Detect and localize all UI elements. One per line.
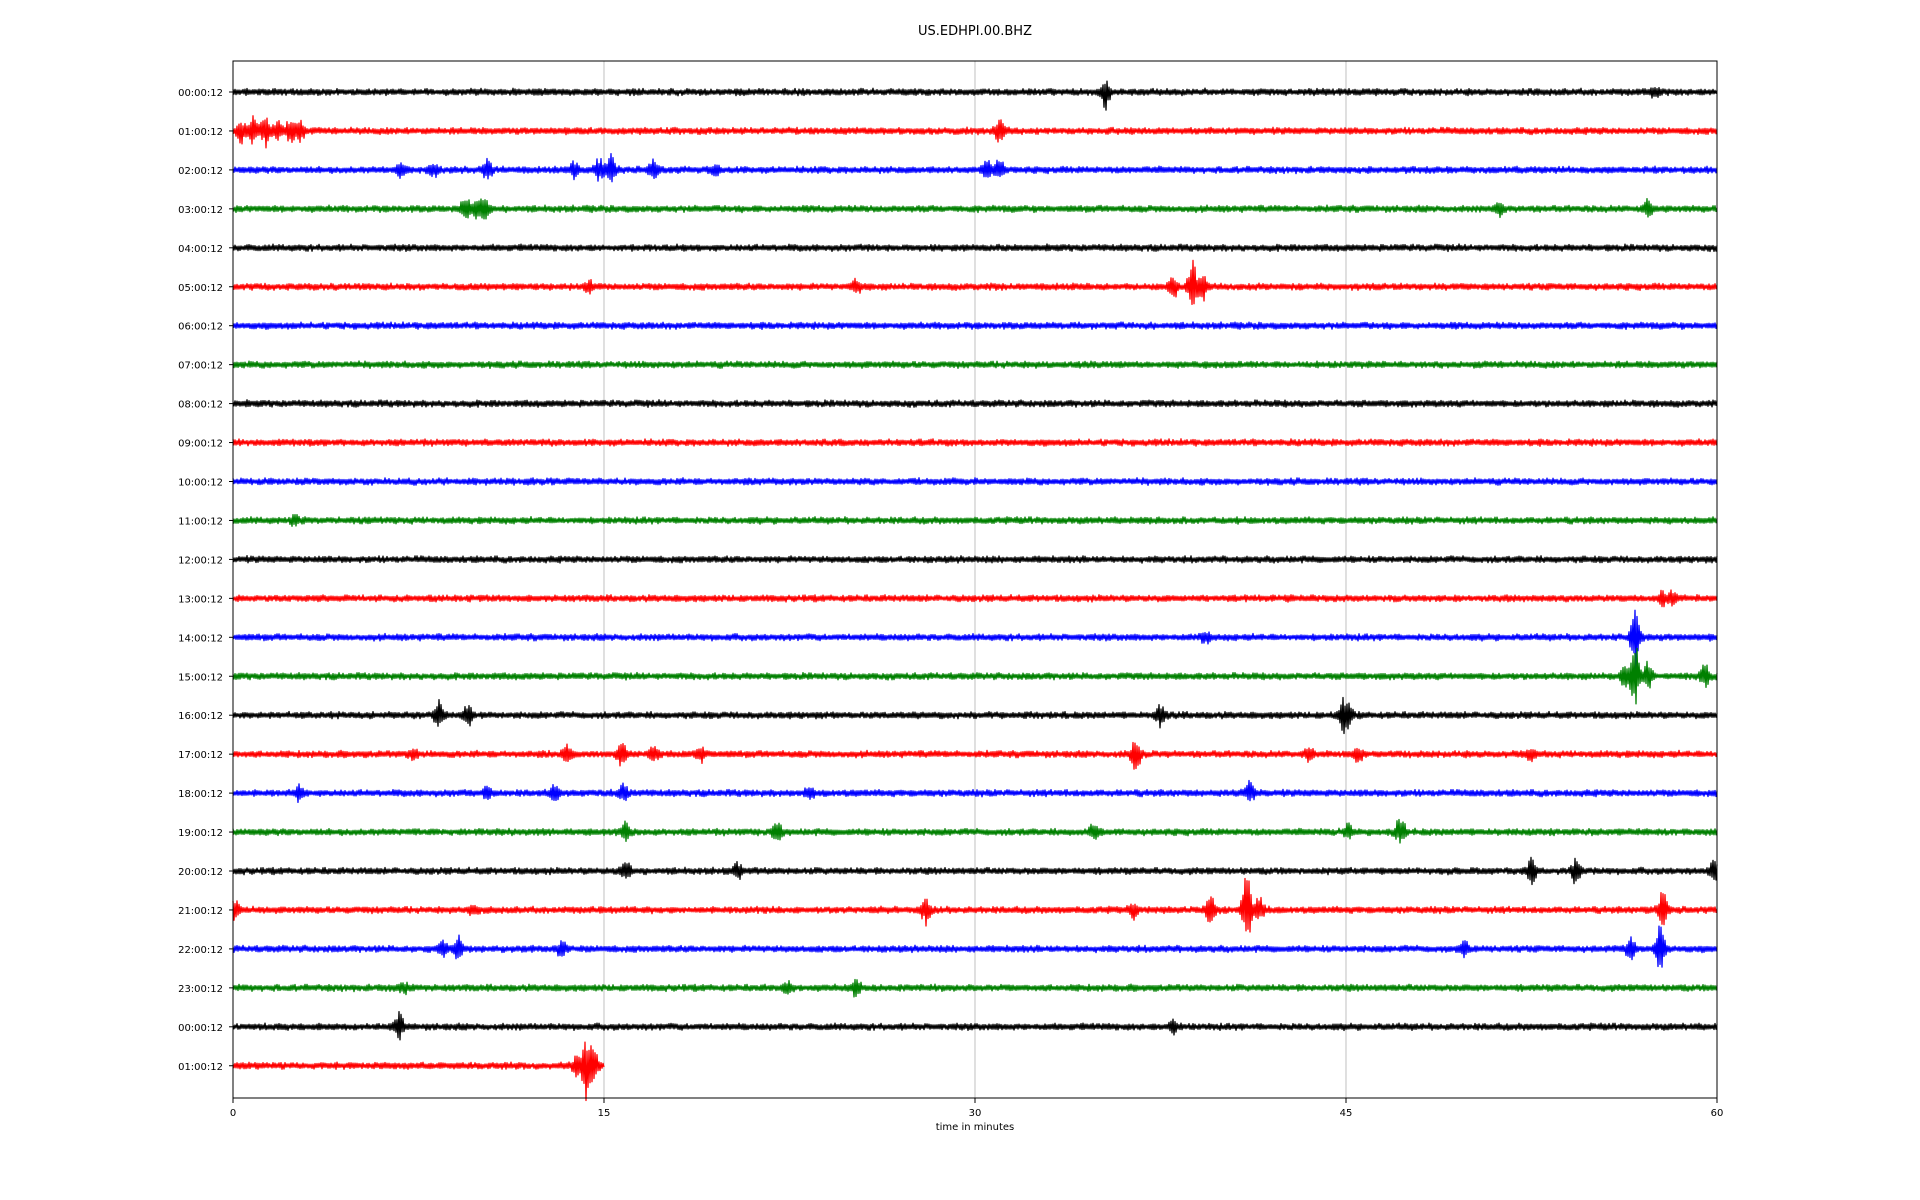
trace-row-18 bbox=[232, 779, 1718, 804]
trace-row-6 bbox=[232, 321, 1718, 331]
chart-title: US.EDHPI.00.BHZ bbox=[918, 24, 1032, 39]
row-label-20: 20:00:12 bbox=[178, 867, 223, 878]
trace-row-25 bbox=[232, 1041, 605, 1102]
x-tick-label-2: 30 bbox=[969, 1108, 982, 1119]
x-tick-label-4: 60 bbox=[1711, 1108, 1724, 1119]
row-label-6: 06:00:12 bbox=[178, 322, 223, 333]
trace-row-3 bbox=[232, 197, 1718, 220]
trace-row-16 bbox=[232, 696, 1718, 735]
trace-row-15 bbox=[232, 647, 1718, 705]
trace-row-1 bbox=[232, 115, 1718, 149]
row-label-9: 09:00:12 bbox=[178, 439, 223, 450]
row-label-14: 14:00:12 bbox=[178, 633, 223, 644]
row-label-13: 13:00:12 bbox=[178, 594, 223, 605]
trace-row-22 bbox=[232, 925, 1718, 968]
row-label-18: 18:00:12 bbox=[178, 789, 223, 800]
trace-row-21 bbox=[232, 877, 1718, 933]
row-label-21: 21:00:12 bbox=[178, 906, 223, 917]
x-axis-ticks: 0 15 30 45 60 bbox=[230, 1098, 1724, 1119]
row-label-7: 07:00:12 bbox=[178, 361, 223, 372]
x-tick-label-3: 45 bbox=[1340, 1108, 1353, 1119]
trace-row-4 bbox=[232, 243, 1718, 253]
seismic-traces bbox=[232, 80, 1718, 1102]
row-label-15: 15:00:12 bbox=[178, 672, 223, 683]
trace-row-23 bbox=[232, 978, 1718, 998]
row-label-22: 22:00:12 bbox=[178, 945, 223, 956]
row-time-labels: 00:00:12 01:00:12 02:00:12 03:00:12 04:00:12… bbox=[178, 88, 233, 1073]
trace-row-20 bbox=[232, 856, 1718, 886]
row-label-24: 00:00:12 bbox=[178, 1023, 223, 1034]
x-axis-label: time in minutes bbox=[936, 1122, 1015, 1133]
row-label-23: 23:00:12 bbox=[178, 984, 223, 995]
trace-row-7 bbox=[232, 360, 1718, 370]
trace-row-10 bbox=[232, 477, 1718, 486]
row-label-2: 02:00:12 bbox=[178, 166, 223, 177]
trace-row-12 bbox=[232, 555, 1718, 564]
row-label-19: 19:00:12 bbox=[178, 828, 223, 839]
trace-row-5 bbox=[232, 259, 1718, 305]
trace-row-13 bbox=[232, 589, 1718, 608]
trace-row-17 bbox=[232, 741, 1718, 770]
trace-row-14 bbox=[232, 609, 1718, 673]
x-tick-label-0: 0 bbox=[230, 1108, 236, 1119]
trace-row-9 bbox=[232, 438, 1718, 447]
trace-row-8 bbox=[232, 399, 1718, 408]
row-label-8: 08:00:12 bbox=[178, 400, 223, 411]
grid-lines bbox=[603, 61, 1347, 1098]
trace-row-2 bbox=[232, 152, 1718, 183]
row-label-12: 12:00:12 bbox=[178, 555, 223, 566]
row-label-0: 00:00:12 bbox=[178, 88, 223, 99]
row-label-25: 01:00:12 bbox=[178, 1062, 223, 1073]
row-label-4: 04:00:12 bbox=[178, 244, 223, 255]
row-label-11: 11:00:12 bbox=[178, 516, 223, 527]
trace-row-19 bbox=[232, 818, 1718, 844]
row-label-16: 16:00:12 bbox=[178, 711, 223, 722]
row-label-5: 05:00:12 bbox=[178, 283, 223, 294]
x-tick-label-1: 15 bbox=[598, 1108, 611, 1119]
trace-row-24 bbox=[232, 1010, 1718, 1041]
row-label-3: 03:00:12 bbox=[178, 205, 223, 216]
row-label-10: 10:00:12 bbox=[178, 478, 223, 489]
trace-row-0 bbox=[232, 80, 1718, 111]
row-label-1: 01:00:12 bbox=[178, 127, 223, 138]
row-label-17: 17:00:12 bbox=[178, 750, 223, 761]
trace-row-11 bbox=[232, 513, 1718, 527]
